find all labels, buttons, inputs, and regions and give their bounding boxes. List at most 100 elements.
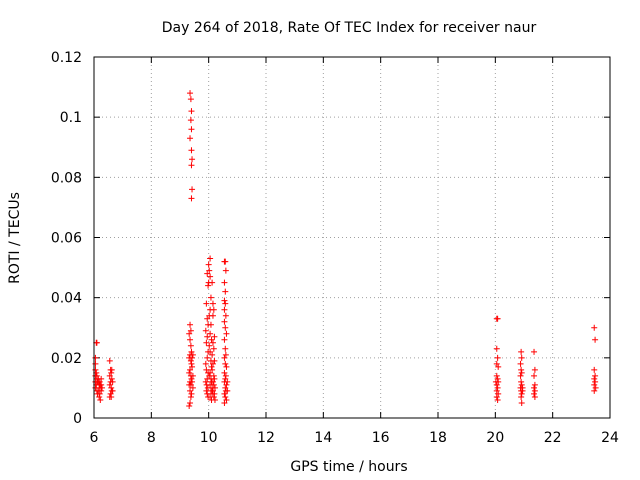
x-tick-label: 24 — [601, 430, 619, 446]
data-point — [211, 396, 218, 403]
data-point — [531, 387, 538, 394]
data-point — [208, 363, 215, 370]
data-point — [187, 321, 194, 328]
data-point — [209, 387, 216, 394]
data-point — [518, 399, 525, 406]
data-point — [210, 393, 217, 400]
data-point — [518, 354, 525, 361]
data-point — [493, 381, 500, 388]
data-point — [209, 366, 216, 373]
data-point — [207, 255, 214, 262]
y-tick-label: 0.04 — [51, 291, 82, 307]
data-point — [187, 342, 194, 349]
data-point — [187, 357, 194, 364]
data-point — [188, 348, 195, 355]
data-point — [204, 333, 211, 340]
data-point — [202, 360, 209, 367]
data-point — [518, 366, 525, 373]
data-point — [531, 372, 538, 379]
data-point — [531, 390, 538, 397]
data-point — [92, 354, 99, 361]
data-point — [107, 390, 114, 397]
data-point — [222, 384, 229, 391]
data-point — [108, 384, 115, 391]
data-point — [187, 393, 194, 400]
data-point — [591, 324, 598, 331]
data-point — [211, 357, 218, 364]
data-point — [189, 372, 196, 379]
data-point — [223, 381, 230, 388]
data-point — [96, 390, 103, 397]
data-point — [493, 387, 500, 394]
data-point — [221, 399, 228, 406]
grid — [94, 57, 610, 418]
data-point — [206, 342, 213, 349]
data-point — [187, 96, 194, 103]
data-point — [187, 381, 194, 388]
data-point — [189, 378, 196, 385]
data-point — [211, 333, 218, 340]
data-point — [211, 390, 218, 397]
data-point — [188, 108, 195, 115]
data-point — [93, 339, 100, 346]
data-point — [223, 330, 230, 337]
data-point — [187, 399, 194, 406]
data-point — [202, 378, 209, 385]
x-tick-label: 8 — [147, 430, 156, 446]
data-point — [519, 387, 526, 394]
data-point — [207, 369, 214, 376]
data-point — [495, 390, 502, 397]
data-point — [108, 393, 115, 400]
data-point — [203, 339, 210, 346]
y-tick-label: 0.08 — [51, 170, 82, 186]
y-axis-label: ROTI / TECUs — [7, 192, 23, 284]
data-point — [222, 267, 229, 274]
data-point — [202, 327, 209, 334]
data-point — [98, 387, 105, 394]
data-point — [531, 381, 538, 388]
data-point — [206, 267, 213, 274]
x-tick-label: 18 — [429, 430, 447, 446]
data-point — [209, 339, 216, 346]
data-point — [518, 390, 525, 397]
data-point — [211, 375, 218, 382]
data-point — [189, 384, 196, 391]
data-point — [204, 270, 211, 277]
data-point — [92, 360, 99, 367]
data-point — [96, 378, 103, 385]
data-point — [495, 363, 502, 370]
data-point — [222, 312, 229, 319]
data-point — [495, 378, 502, 385]
data-point — [222, 375, 229, 382]
data-point — [211, 384, 218, 391]
data-point — [209, 378, 216, 385]
data-point — [210, 372, 217, 379]
data-point — [494, 315, 501, 322]
data-point — [209, 360, 216, 367]
data-point — [188, 126, 195, 133]
data-point — [592, 384, 599, 391]
data-point — [188, 390, 195, 397]
data-point — [187, 117, 194, 124]
data-point — [97, 396, 104, 403]
x-axis-label: GPS time / hours — [290, 459, 407, 475]
data-point — [189, 351, 196, 358]
data-point — [210, 345, 217, 352]
data-point — [222, 372, 229, 379]
x-tick-label: 22 — [544, 430, 562, 446]
data-point — [222, 360, 229, 367]
data-point — [518, 348, 525, 355]
data-point — [108, 369, 115, 376]
plot-frame — [93, 56, 611, 419]
data-point — [207, 321, 214, 328]
data-point — [207, 348, 214, 355]
data-point — [531, 384, 538, 391]
data-point — [187, 336, 194, 343]
data-point — [518, 393, 525, 400]
y-tick-label: 0.1 — [60, 110, 82, 126]
data-point — [222, 300, 229, 307]
data-point — [108, 375, 115, 382]
data-point — [96, 393, 103, 400]
data-point — [518, 378, 525, 385]
